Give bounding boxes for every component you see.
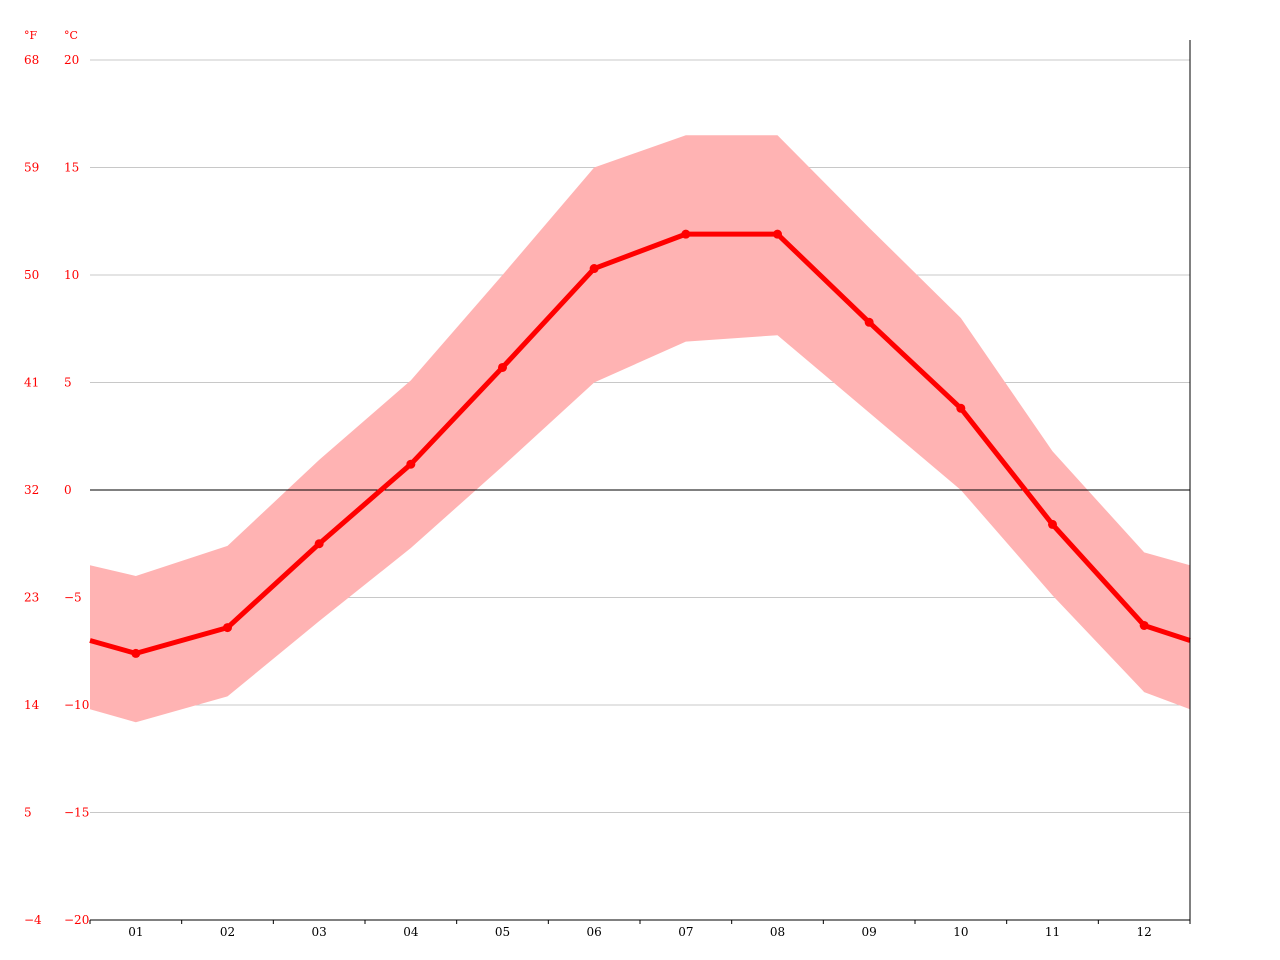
x-tick-label: 02 xyxy=(220,925,235,939)
y-tick-label-celsius: 20 xyxy=(64,53,79,67)
y-tick-label-celsius: 15 xyxy=(64,161,79,175)
y-tick-label-fahrenheit: −4 xyxy=(24,913,42,927)
y-tick-label-celsius: −20 xyxy=(64,913,89,927)
y-tick-label-celsius: −15 xyxy=(64,806,89,820)
data-point xyxy=(681,229,691,239)
temperature-range-band xyxy=(90,135,1190,723)
data-point xyxy=(589,264,599,274)
data-point xyxy=(406,459,416,469)
y-tick-label-fahrenheit: 5 xyxy=(24,806,32,820)
data-point xyxy=(314,539,324,549)
y-tick-label-fahrenheit: 32 xyxy=(24,483,39,497)
y-tick-label-fahrenheit: 41 xyxy=(24,376,39,390)
data-point xyxy=(131,648,141,658)
axes xyxy=(89,40,1191,924)
y-tick-label-celsius: 5 xyxy=(64,376,72,390)
y-tick-label-fahrenheit: 59 xyxy=(24,161,39,175)
x-tick-label: 07 xyxy=(678,925,693,939)
y-tick-label-celsius: 0 xyxy=(64,483,72,497)
unit-celsius: °C xyxy=(64,29,78,42)
y-tick-label-fahrenheit: 68 xyxy=(24,53,39,67)
unit-fahrenheit: °F xyxy=(24,29,38,42)
data-point xyxy=(1139,620,1149,630)
y-tick-label-celsius: 10 xyxy=(64,268,79,282)
x-tick-label: 08 xyxy=(770,925,785,939)
y-tick-label-fahrenheit: 23 xyxy=(24,591,39,605)
y-axis-labels: 68 20 59 15 50 10 41 5 32 0 23 −5 14 −10 5 −15 −4 −20 xyxy=(24,53,89,927)
average-temperature-line xyxy=(89,231,1191,656)
x-tick-label: 11 xyxy=(1045,925,1060,939)
data-point xyxy=(956,403,966,413)
x-tick-label: 01 xyxy=(128,925,143,939)
y-tick-label-fahrenheit: 50 xyxy=(24,268,39,282)
x-tick-label: 04 xyxy=(403,925,419,939)
x-tick-label: 12 xyxy=(1137,925,1152,939)
y-tick-label-celsius: −10 xyxy=(64,698,89,712)
data-point xyxy=(498,362,507,372)
x-tick-label: 10 xyxy=(953,925,968,939)
x-tick-label: 03 xyxy=(312,925,327,939)
x-axis-labels: 01 02 03 04 05 06 07 08 09 10 11 12 xyxy=(128,925,1152,939)
y-tick-label-celsius: −5 xyxy=(64,591,82,605)
y-tick-label-fahrenheit: 14 xyxy=(24,698,40,712)
x-tick-label: 05 xyxy=(495,925,510,939)
data-point xyxy=(1048,519,1057,529)
x-tick-label: 06 xyxy=(587,925,602,939)
data-point xyxy=(773,229,782,239)
data-point xyxy=(223,623,232,633)
average-temperature-points xyxy=(131,229,1149,658)
x-tick-label: 09 xyxy=(862,925,877,939)
data-point xyxy=(864,317,874,327)
